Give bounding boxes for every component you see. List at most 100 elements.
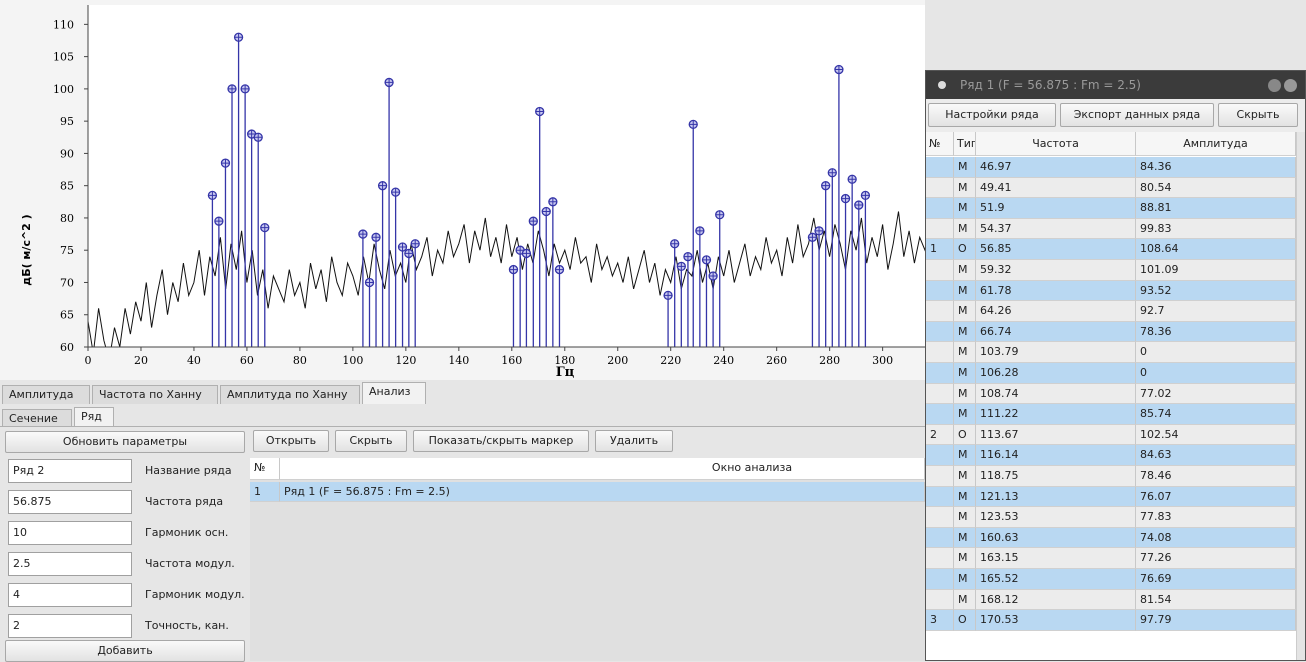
- table-cell[interactable]: 103.79: [976, 342, 1136, 363]
- table-cell[interactable]: 111.22: [976, 404, 1136, 425]
- table-cell[interactable]: 121.13: [976, 486, 1136, 508]
- table-cell[interactable]: 77.26: [1136, 548, 1296, 569]
- table-cell[interactable]: 84.36: [1136, 157, 1296, 178]
- table-cell[interactable]: [926, 157, 954, 178]
- table-cell[interactable]: M: [954, 301, 976, 322]
- table-cell[interactable]: 51.9: [976, 198, 1136, 219]
- scrollbar[interactable]: [1296, 132, 1305, 660]
- table-cell[interactable]: 93.52: [1136, 280, 1296, 302]
- table-cell[interactable]: 168.12: [976, 589, 1136, 611]
- table-cell[interactable]: 108.74: [976, 383, 1136, 405]
- table-cell[interactable]: 170.53: [976, 610, 1136, 631]
- table-cell[interactable]: 64.26: [976, 301, 1136, 322]
- table-cell[interactable]: [926, 177, 954, 199]
- table-cell[interactable]: M: [954, 507, 976, 528]
- table-cell[interactable]: 101.09: [1136, 260, 1296, 281]
- table-cell[interactable]: 102.54: [1136, 424, 1296, 446]
- window-button[interactable]: Экспорт данных ряда: [1060, 103, 1214, 127]
- table-cell[interactable]: 1: [250, 482, 280, 502]
- table-cell[interactable]: [926, 507, 954, 528]
- table-cell[interactable]: M: [954, 445, 976, 466]
- field-input[interactable]: 10: [8, 521, 132, 545]
- toolbar-button[interactable]: Скрыть: [335, 430, 407, 452]
- table-cell[interactable]: 61.78: [976, 280, 1136, 302]
- table-cell[interactable]: [926, 569, 954, 590]
- table-cell[interactable]: [926, 445, 954, 466]
- window-button[interactable]: Скрыть: [1218, 103, 1298, 127]
- tab[interactable]: Амплитуда: [2, 385, 90, 404]
- table-cell[interactable]: M: [954, 218, 976, 240]
- table-cell[interactable]: 99.83: [1136, 218, 1296, 240]
- table-cell[interactable]: 81.54: [1136, 589, 1296, 611]
- table-cell[interactable]: 108.64: [1136, 239, 1296, 260]
- field-input[interactable]: 56.875: [8, 490, 132, 514]
- table-cell[interactable]: 3: [926, 610, 954, 631]
- table-cell[interactable]: M: [954, 383, 976, 405]
- table-cell[interactable]: M: [954, 548, 976, 569]
- table-cell[interactable]: O: [954, 424, 976, 446]
- table-cell[interactable]: 49.41: [976, 177, 1136, 199]
- table-cell[interactable]: [926, 589, 954, 611]
- field-input[interactable]: Ряд 2: [8, 459, 132, 483]
- table-cell[interactable]: 0: [1136, 363, 1296, 384]
- add-button[interactable]: Добавить: [5, 640, 245, 662]
- table-cell[interactable]: 97.79: [1136, 610, 1296, 631]
- table-cell[interactable]: 1: [926, 239, 954, 260]
- table-cell[interactable]: [926, 198, 954, 219]
- table-cell[interactable]: M: [954, 589, 976, 611]
- table-cell[interactable]: 80.54: [1136, 177, 1296, 199]
- table-cell[interactable]: M: [954, 342, 976, 363]
- table-cell[interactable]: 66.74: [976, 321, 1136, 343]
- table-cell[interactable]: 113.67: [976, 424, 1136, 446]
- table-cell[interactable]: M: [954, 569, 976, 590]
- table-cell[interactable]: 46.97: [976, 157, 1136, 178]
- field-input[interactable]: 2.5: [8, 552, 132, 576]
- table-cell[interactable]: [926, 527, 954, 549]
- table-cell[interactable]: 84.63: [1136, 445, 1296, 466]
- table-cell[interactable]: M: [954, 466, 976, 487]
- table-cell[interactable]: M: [954, 404, 976, 425]
- table-cell[interactable]: 76.07: [1136, 486, 1296, 508]
- table-cell[interactable]: 77.02: [1136, 383, 1296, 405]
- table-cell[interactable]: 163.15: [976, 548, 1136, 569]
- table-cell[interactable]: M: [954, 280, 976, 302]
- field-input[interactable]: 2: [8, 614, 132, 638]
- table-cell[interactable]: [926, 321, 954, 343]
- table-cell[interactable]: 165.52: [976, 569, 1136, 590]
- close-button[interactable]: [1284, 79, 1297, 92]
- table-cell[interactable]: 116.14: [976, 445, 1136, 466]
- table-cell[interactable]: [926, 218, 954, 240]
- subtab[interactable]: Сечение: [2, 409, 72, 427]
- subtab[interactable]: Ряд: [74, 407, 114, 427]
- table-cell[interactable]: M: [954, 486, 976, 508]
- table-cell[interactable]: 88.81: [1136, 198, 1296, 219]
- tab[interactable]: Частота по Ханну: [92, 385, 218, 404]
- table-cell[interactable]: [926, 466, 954, 487]
- minimize-button[interactable]: [1268, 79, 1281, 92]
- table-cell[interactable]: O: [954, 239, 976, 260]
- tab[interactable]: Амплитуда по Ханну: [220, 385, 360, 404]
- table-cell[interactable]: M: [954, 198, 976, 219]
- field-input[interactable]: 4: [8, 583, 132, 607]
- table-cell[interactable]: M: [954, 363, 976, 384]
- table-cell[interactable]: 106.28: [976, 363, 1136, 384]
- table-cell[interactable]: 160.63: [976, 527, 1136, 549]
- table-cell[interactable]: [926, 548, 954, 569]
- toolbar-button[interactable]: Показать/скрыть маркер: [413, 430, 589, 452]
- table-cell[interactable]: 0: [1136, 342, 1296, 363]
- table-cell[interactable]: [926, 280, 954, 302]
- table-cell[interactable]: [926, 301, 954, 322]
- table-cell[interactable]: 74.08: [1136, 527, 1296, 549]
- table-cell[interactable]: M: [954, 527, 976, 549]
- table-cell[interactable]: [926, 260, 954, 281]
- table-cell[interactable]: 54.37: [976, 218, 1136, 240]
- update-button[interactable]: Обновить параметры: [5, 431, 245, 453]
- table-cell[interactable]: M: [954, 260, 976, 281]
- toolbar-button[interactable]: Открыть: [253, 430, 329, 452]
- table-cell[interactable]: 2: [926, 424, 954, 446]
- table-cell[interactable]: M: [954, 321, 976, 343]
- toolbar-button[interactable]: Удалить: [595, 430, 673, 452]
- table-cell[interactable]: 123.53: [976, 507, 1136, 528]
- table-cell[interactable]: Ряд 1 (F = 56.875 : Fm = 2.5): [280, 482, 925, 502]
- table-cell[interactable]: 78.46: [1136, 466, 1296, 487]
